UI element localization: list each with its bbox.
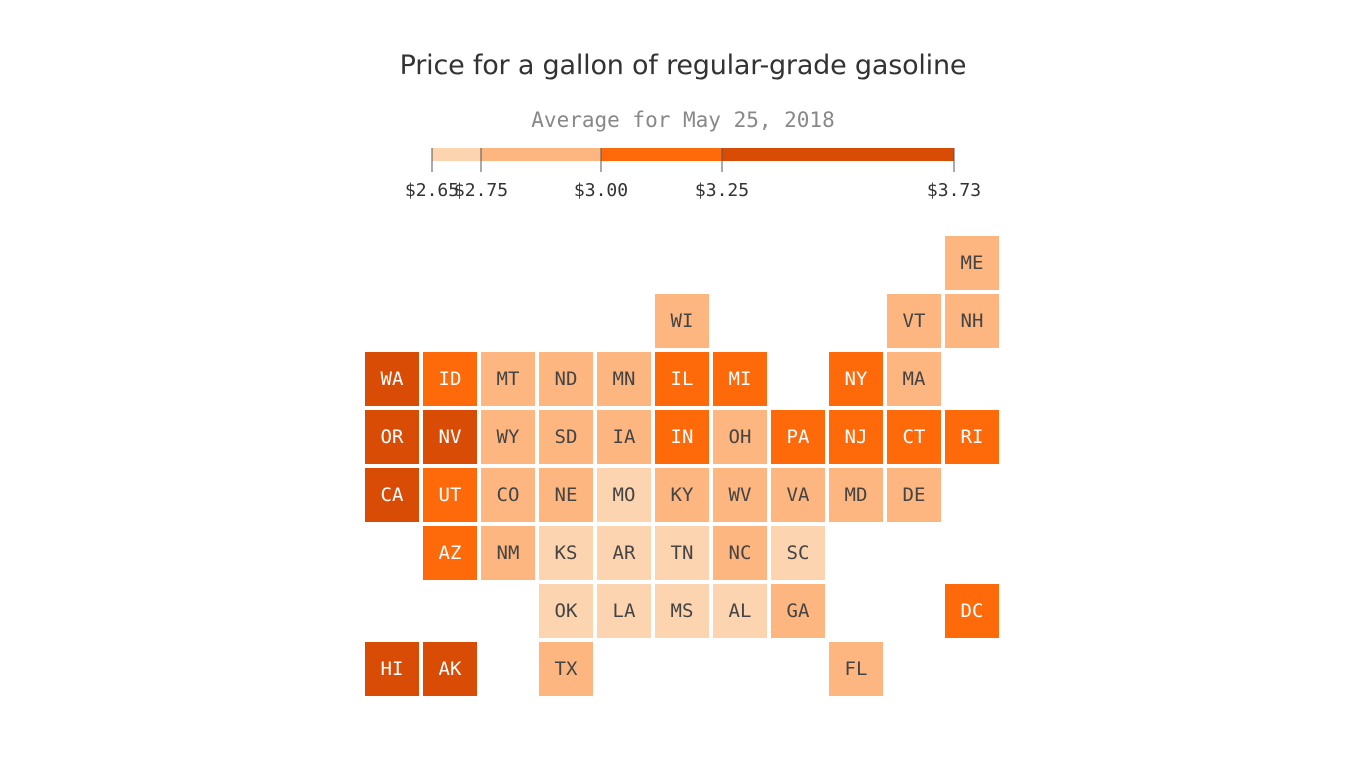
state-tile-nd: ND: [539, 352, 593, 406]
state-tile-al: AL: [713, 584, 767, 638]
state-tile-md: MD: [829, 468, 883, 522]
state-tile-ne: NE: [539, 468, 593, 522]
state-tile-mt: MT: [481, 352, 535, 406]
legend-bin-0: [432, 148, 481, 161]
state-tile-ri: RI: [945, 410, 999, 464]
state-tile-dc: DC: [945, 584, 999, 638]
state-tile-ny: NY: [829, 352, 883, 406]
state-tile-wi: WI: [655, 294, 709, 348]
state-tile-mn: MN: [597, 352, 651, 406]
state-tile-vt: VT: [887, 294, 941, 348]
state-tile-or: OR: [365, 410, 419, 464]
state-tile-in: IN: [655, 410, 709, 464]
state-tile-wy: WY: [481, 410, 535, 464]
legend-tick-label-1: $2.75: [454, 180, 508, 201]
state-tile-wa: WA: [365, 352, 419, 406]
legend-bin-3: [722, 148, 954, 161]
state-tile-id: ID: [423, 352, 477, 406]
state-tile-mo: MO: [597, 468, 651, 522]
state-tile-oh: OH: [713, 410, 767, 464]
state-tile-az: AZ: [423, 526, 477, 580]
state-tile-ok: OK: [539, 584, 593, 638]
chart-subtitle: Average for May 25, 2018: [531, 108, 835, 132]
state-tile-ga: GA: [771, 584, 825, 638]
state-tile-hi: HI: [365, 642, 419, 696]
legend-tick-label-3: $3.25: [695, 180, 749, 201]
legend-tick-label-2: $3.00: [574, 180, 628, 201]
state-tile-ut: UT: [423, 468, 477, 522]
legend-tick-label-4: $3.73: [927, 180, 981, 201]
state-tile-tn: TN: [655, 526, 709, 580]
state-tile-tx: TX: [539, 642, 593, 696]
state-tile-mi: MI: [713, 352, 767, 406]
state-tile-me: ME: [945, 236, 999, 290]
state-tile-sc: SC: [771, 526, 825, 580]
state-tile-la: LA: [597, 584, 651, 638]
state-tile-ms: MS: [655, 584, 709, 638]
legend-bin-1: [481, 148, 601, 161]
state-tile-co: CO: [481, 468, 535, 522]
state-tile-sd: SD: [539, 410, 593, 464]
state-tile-ks: KS: [539, 526, 593, 580]
state-tile-ct: CT: [887, 410, 941, 464]
state-tile-ma: MA: [887, 352, 941, 406]
state-tile-wv: WV: [713, 468, 767, 522]
state-tile-pa: PA: [771, 410, 825, 464]
state-tile-nh: NH: [945, 294, 999, 348]
state-tile-va: VA: [771, 468, 825, 522]
legend-bin-2: [601, 148, 722, 161]
state-tile-de: DE: [887, 468, 941, 522]
state-tile-il: IL: [655, 352, 709, 406]
state-tile-fl: FL: [829, 642, 883, 696]
color-legend: $2.65$2.75 $3.00 $3.25 $3.73: [405, 148, 981, 201]
state-tile-ca: CA: [365, 468, 419, 522]
chart-title: Price for a gallon of regular-grade gaso…: [399, 50, 967, 81]
state-tile-ky: KY: [655, 468, 709, 522]
legend-tick-label-0: $2.65: [405, 180, 459, 201]
state-tile-nv: NV: [423, 410, 477, 464]
state-tile-ak: AK: [423, 642, 477, 696]
state-tile-ar: AR: [597, 526, 651, 580]
state-tile-ia: IA: [597, 410, 651, 464]
state-tile-nj: NJ: [829, 410, 883, 464]
state-tile-nm: NM: [481, 526, 535, 580]
state-tile-nc: NC: [713, 526, 767, 580]
